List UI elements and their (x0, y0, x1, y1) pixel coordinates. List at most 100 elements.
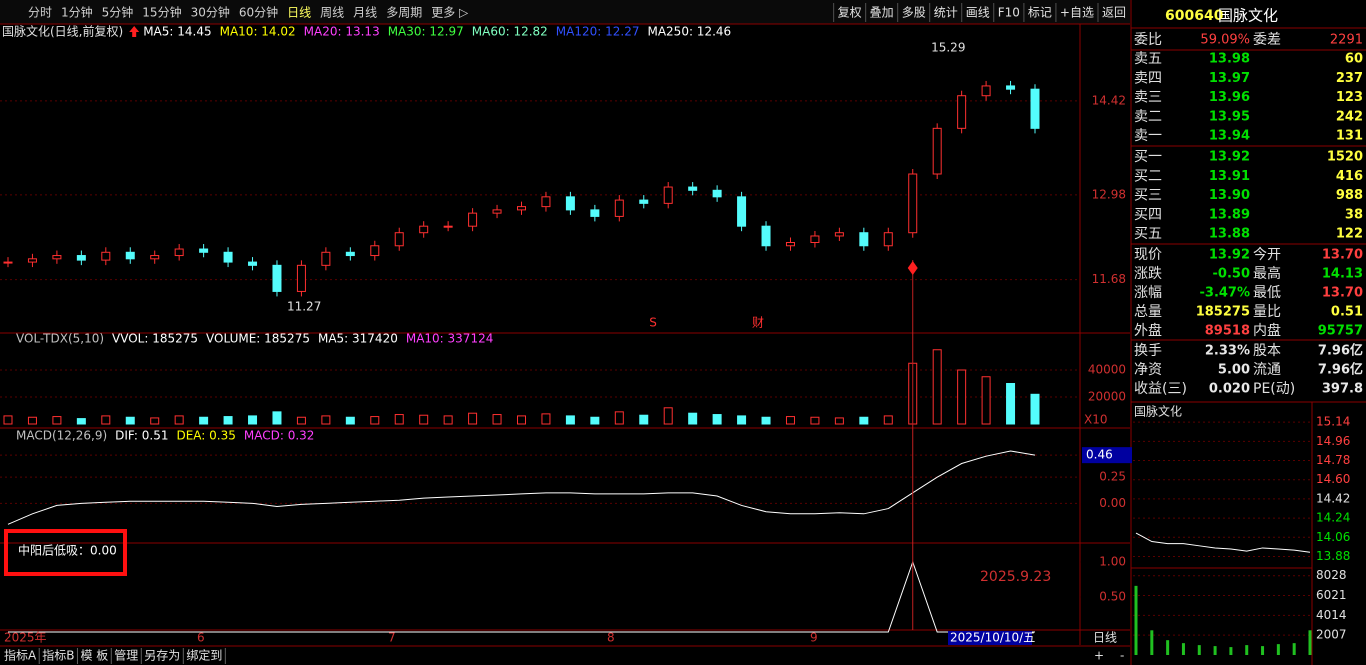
volume-bar (517, 415, 526, 425)
book-volume: 237 (1336, 71, 1363, 86)
bottom-tab[interactable]: 指标B (42, 648, 74, 663)
period-tab[interactable]: 周线 (320, 6, 344, 20)
y-tick-label: 14.24 (1316, 511, 1350, 525)
book-label: 买二 (1134, 168, 1162, 184)
highlight-box (4, 529, 127, 576)
candle (761, 225, 771, 247)
mini-title: 国脉文化 (1134, 404, 1182, 419)
volume-bar (468, 412, 478, 425)
candle (688, 186, 698, 191)
intraday-volume (1308, 630, 1312, 655)
signal-line (8, 560, 1035, 633)
tool-button[interactable]: 叠加 (870, 6, 894, 20)
y-tick-label: 14.96 (1316, 434, 1350, 448)
zoom-button[interactable]: - (1120, 649, 1124, 663)
volume-bar (688, 412, 698, 425)
bottom-tab[interactable]: 绑定到 (186, 648, 222, 663)
tool-button[interactable]: 多股 (902, 6, 926, 20)
candle (834, 232, 844, 237)
period-tab[interactable]: 15分钟 (142, 5, 181, 20)
candle (272, 264, 282, 292)
intraday-volume (1134, 585, 1138, 655)
book-volume: 123 (1336, 90, 1363, 105)
period-tab[interactable]: 1分钟 (61, 5, 93, 20)
intraday-volume (1197, 645, 1201, 655)
stat-value: 14.13 (1322, 267, 1363, 282)
period-tab[interactable]: 60分钟 (239, 5, 278, 20)
book-volume: 131 (1336, 129, 1363, 144)
tool-button[interactable]: F10 (998, 6, 1020, 20)
intraday-volume (1213, 646, 1217, 655)
book-price: 13.90 (1209, 188, 1250, 203)
period-tab[interactable]: 分时 (28, 6, 52, 20)
volume-bar (1006, 383, 1016, 425)
candle (565, 196, 575, 211)
y-tick-label: 14.42 (1316, 491, 1350, 505)
book-volume: 38 (1345, 207, 1363, 222)
stat-label: 内盘 (1253, 322, 1281, 339)
period-tab[interactable]: 更多 ▷ (431, 6, 469, 20)
stat-value: 397.8 (1322, 382, 1363, 397)
candle (663, 186, 673, 204)
volume-bar (223, 416, 233, 425)
period-label[interactable]: 日线 (1093, 631, 1117, 645)
volume-bar (272, 411, 282, 425)
period-tab[interactable]: 日线 (287, 6, 311, 20)
tool-button[interactable]: 标记 (1028, 6, 1052, 20)
book-volume: 122 (1336, 227, 1363, 242)
stat-value: 0.51 (1331, 305, 1363, 320)
volume-bar (443, 415, 453, 425)
stat-value: 0.020 (1209, 382, 1250, 397)
volume-bar (174, 415, 184, 425)
volume-bar (932, 349, 942, 425)
period-tab[interactable]: 5分钟 (102, 5, 134, 20)
y-tick-label: 40000 (1088, 363, 1126, 377)
y-tick-label: 15.14 (1316, 415, 1350, 429)
period-tab[interactable]: 30分钟 (191, 5, 230, 20)
stat-label: 量比 (1253, 304, 1281, 320)
tool-button[interactable]: +自选 (1060, 6, 1094, 20)
bottom-tab[interactable]: 模 板 (80, 649, 108, 663)
legend-item: MA20: 13.13 (304, 25, 380, 39)
stat-label: 涨跌 (1134, 266, 1162, 282)
signal-label: 中阳后低吸：0.00 (18, 543, 117, 558)
y-tick-label: 14.42 (1092, 93, 1126, 107)
volume-bar (957, 369, 967, 425)
volume-bar (125, 416, 135, 425)
date-highlight (948, 631, 1032, 645)
book-label: 卖一 (1134, 128, 1162, 144)
stat-label: 外盘 (1134, 322, 1162, 339)
tool-button[interactable]: 复权 (838, 6, 862, 20)
book-price: 13.92 (1209, 150, 1250, 165)
volume-bar (296, 416, 306, 425)
tool-button[interactable]: 画线 (966, 6, 990, 20)
low-label: 11.27 (287, 300, 321, 314)
period-tab[interactable]: 多周期 (386, 6, 422, 20)
bottom-tab[interactable]: 管理 (114, 648, 138, 663)
bottom-tab[interactable]: 指标A (4, 648, 37, 663)
stat-label: 最低 (1253, 285, 1281, 301)
candle (614, 199, 624, 217)
tool-button[interactable]: 统计 (934, 6, 958, 20)
event-marker: 财 (752, 316, 764, 330)
tool-button[interactable]: 返回 (1102, 6, 1126, 20)
volume-bar (834, 417, 844, 425)
period-tab[interactable]: 月线 (353, 6, 377, 20)
stat-value: 13.92 (1209, 248, 1250, 263)
bottom-tab[interactable]: 另存为 (144, 649, 180, 663)
panel-title: 国脉文化(日线,前复权) (2, 24, 123, 39)
stat-label: 净资 (1134, 362, 1162, 378)
book-volume: 60 (1345, 52, 1363, 67)
candle (248, 261, 258, 266)
zoom-button[interactable]: + (1094, 649, 1104, 663)
candle (785, 242, 795, 247)
candle (419, 225, 429, 234)
stat-value: 89518 (1205, 324, 1250, 339)
legend-item: MA10: 337124 (406, 332, 494, 346)
legend-item: MA250: 12.46 (647, 25, 731, 39)
candle (1006, 85, 1016, 90)
volume-bar (3, 415, 13, 425)
y-tick-label: 0.50 (1099, 590, 1126, 604)
volume-bar (810, 416, 820, 425)
candle (199, 248, 209, 253)
